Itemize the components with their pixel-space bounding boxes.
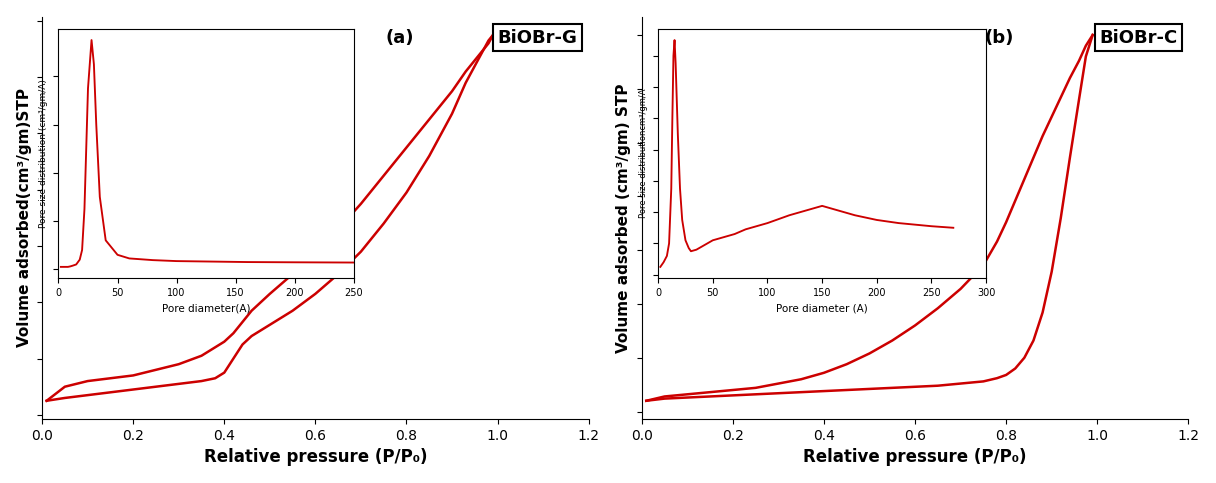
- Y-axis label: Volume adsorbed(cm³/gm)STP: Volume adsorbed(cm³/gm)STP: [17, 88, 32, 347]
- X-axis label: Relative pressure (P/P₀): Relative pressure (P/P₀): [804, 448, 1026, 466]
- Text: BiOBr-C: BiOBr-C: [1099, 28, 1177, 47]
- Text: BiOBr-G: BiOBr-G: [497, 28, 578, 47]
- Y-axis label: Volume adsorbed (cm³/gm) STP: Volume adsorbed (cm³/gm) STP: [617, 83, 631, 353]
- X-axis label: Relative pressure (P/P₀): Relative pressure (P/P₀): [203, 448, 427, 466]
- Text: (b): (b): [984, 28, 1013, 47]
- Text: (a): (a): [385, 28, 413, 47]
